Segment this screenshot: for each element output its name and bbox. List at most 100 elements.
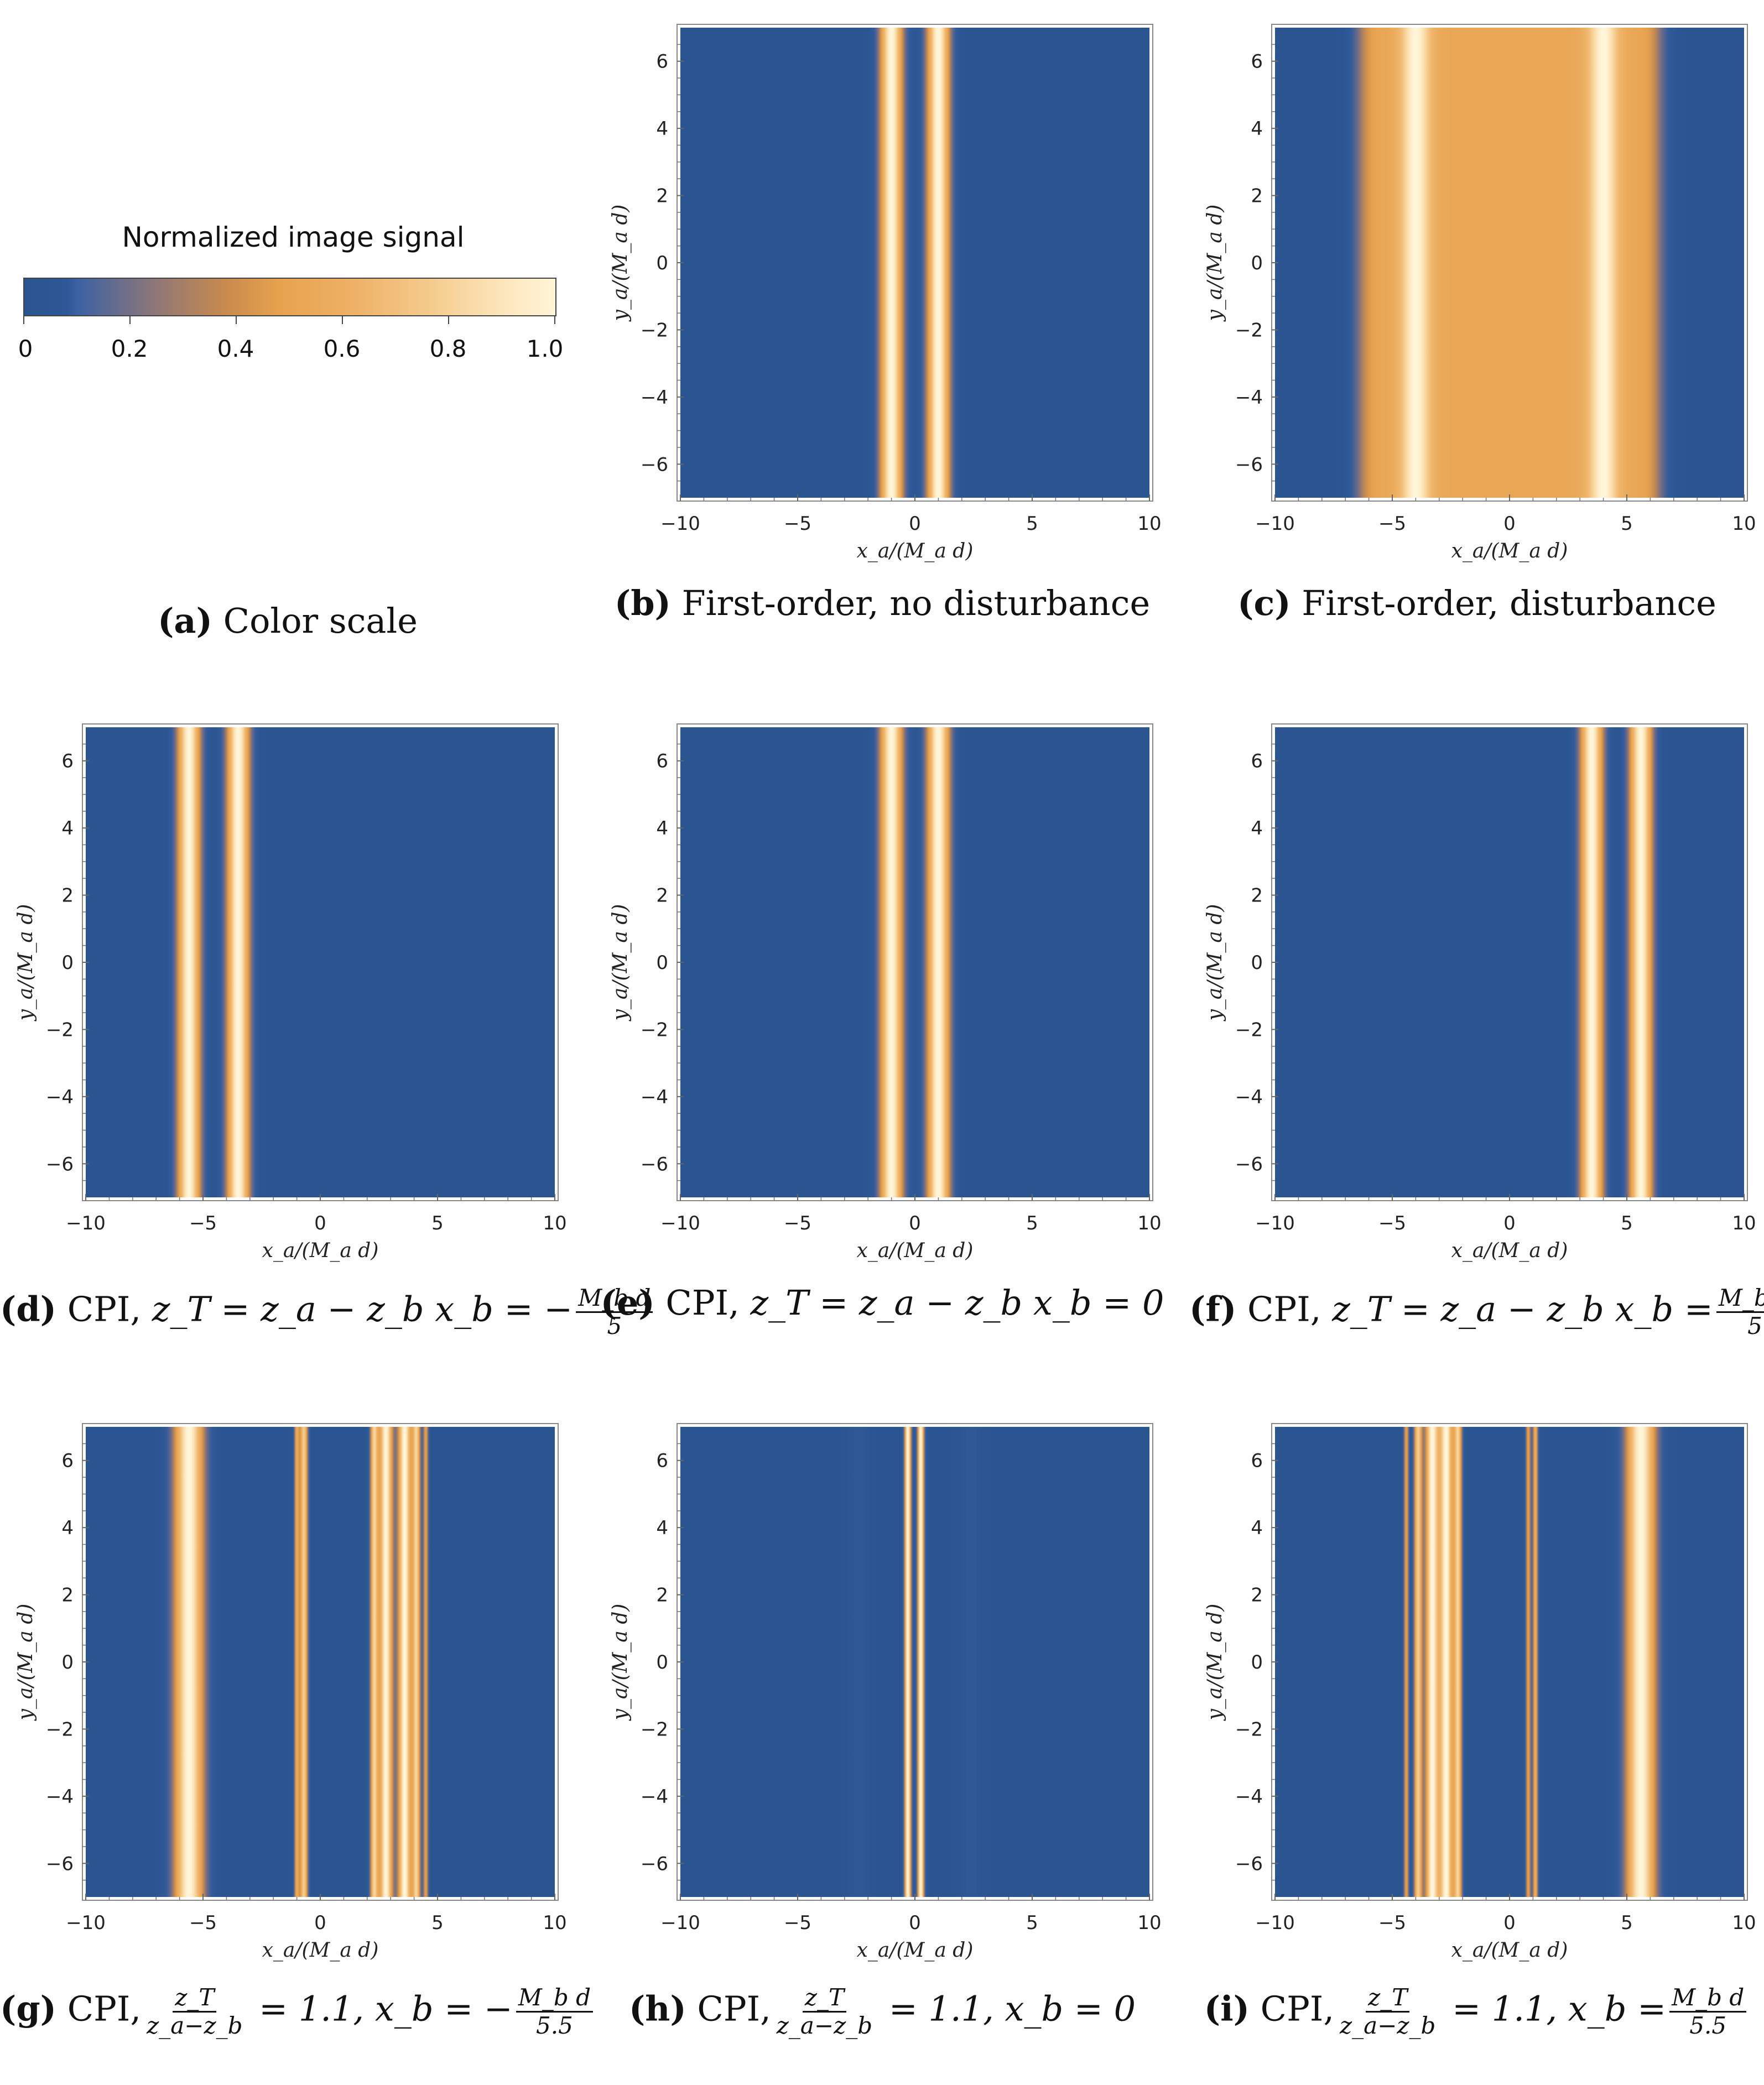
y-tick-label: −2 xyxy=(46,1019,74,1041)
caption-fraction: M_b d 5.5 xyxy=(1669,1985,1747,2040)
y-tick-label: 6 xyxy=(1251,750,1263,773)
y-tick-label: −2 xyxy=(1235,1718,1263,1740)
x-tick-label: 5 xyxy=(1026,1912,1038,1934)
y-tick-label: 2 xyxy=(1251,1584,1263,1607)
x-axis-label: x_a/(M_a d) xyxy=(1451,1239,1568,1262)
y-tick-label: 6 xyxy=(1251,51,1263,73)
caption-f: (f) CPI, z_T = z_a − z_b x_b =M_b d5 xyxy=(1189,1285,1764,1338)
x-axis-label: x_a/(M_a d) xyxy=(262,1239,379,1262)
x-tick-label: 0 xyxy=(1503,1212,1516,1234)
heatmap-field xyxy=(1275,28,1744,498)
fraction-denominator: 5.5 xyxy=(1689,2012,1727,2040)
x-tick-label: 0 xyxy=(1503,513,1516,535)
color-scale-tick-mark xyxy=(129,315,131,324)
y-tick-label: −2 xyxy=(1235,319,1263,341)
x-tick-label: 10 xyxy=(1137,1912,1161,1934)
fraction-numerator: M_b d xyxy=(1716,1285,1764,1313)
x-axis-label: x_a/(M_a d) xyxy=(857,540,974,562)
caption-caption-eq2: x_b = xyxy=(1557,1988,1667,2029)
caption-g: (g) CPI, z_T z_a−z_b = 1.1, x_b = − M_b d 5.… xyxy=(0,1985,593,2040)
x-tick-label: −10 xyxy=(1255,1912,1295,1934)
y-tick-label: −2 xyxy=(641,1718,668,1740)
x-tick-label: 5 xyxy=(431,1212,444,1234)
heatmap-field xyxy=(680,1427,1149,1897)
x-tick-label: −10 xyxy=(66,1212,106,1234)
heatmap-field xyxy=(680,727,1149,1197)
heatmap-panel-f: −10 −5 0 5 10 6 4 2 0 −2 −4 −6 x_a/(M_a d) y_a/(M_a d… xyxy=(1189,700,1764,1385)
y-tick-label: 6 xyxy=(656,750,668,773)
x-axis-label: x_a/(M_a d) xyxy=(1451,540,1568,562)
caption-fraction: M_b d 5.5 xyxy=(516,1985,593,2038)
heatmap-field xyxy=(1275,1427,1744,1897)
fraction-numerator: M_b d xyxy=(516,1985,593,2013)
y-tick-label: 4 xyxy=(61,1517,74,1539)
color-scale-title: Normalized image signal xyxy=(122,221,465,253)
heatmap-field xyxy=(680,28,1149,498)
x-tick-label: 5 xyxy=(1026,1212,1038,1234)
heatmap-svg: −10 −5 0 5 10 6 4 2 0 −2 −4 −6 x_a/(M_a d) y_a/(M_a d… xyxy=(14,1423,567,1962)
y-tick-label: 0 xyxy=(656,952,668,974)
color-scale-tick-mark xyxy=(23,315,24,324)
caption-caption-eq2: x_b = xyxy=(424,1289,533,1330)
caption-b: (b) First-order, no disturbance xyxy=(595,586,1170,621)
caption-tag: (b) xyxy=(614,583,671,623)
caption-tag: (c) xyxy=(1237,583,1291,623)
fraction-denominator: z_a−z_b xyxy=(147,2012,243,2040)
y-tick-label: 0 xyxy=(656,252,668,274)
caption-tag: (d) xyxy=(0,1289,57,1330)
y-tick-label: 2 xyxy=(656,885,668,907)
y-tick-label: 0 xyxy=(1251,952,1263,974)
color-scale-tick-label: 0.4 xyxy=(217,335,254,362)
heatmap-panel-h: −10 −5 0 5 10 6 4 2 0 −2 −4 −6 x_a/(M_a d) y_a/(M_a d… xyxy=(595,1399,1170,2085)
y-tick-label: −6 xyxy=(641,1853,668,1875)
y-tick-label: 4 xyxy=(656,817,668,840)
y-tick-label: 0 xyxy=(1251,252,1263,274)
x-tick-label: 10 xyxy=(1137,513,1161,535)
caption-caption-sign: − xyxy=(473,1988,513,2029)
x-tick-label: 0 xyxy=(909,1212,921,1234)
y-tick-label: −2 xyxy=(641,1019,668,1041)
y-axis-label: y_a/(M_a d) xyxy=(1204,1604,1226,1722)
x-tick-label: −5 xyxy=(1378,513,1406,535)
y-axis-label: y_a/(M_a d) xyxy=(14,904,37,1022)
x-tick-label: −10 xyxy=(1255,1212,1295,1234)
heatmap-field xyxy=(1275,727,1744,1197)
y-axis-label: y_a/(M_a d) xyxy=(609,904,632,1022)
y-tick-label: 6 xyxy=(656,1450,668,1472)
y-tick-label: −2 xyxy=(46,1718,74,1740)
y-tick-label: −6 xyxy=(46,1853,74,1875)
x-tick-label: −10 xyxy=(660,1212,700,1234)
caption-caption-prefix: CPI, xyxy=(686,1988,771,2029)
fraction-denominator: z_a−z_b xyxy=(1340,2012,1436,2040)
x-tick-label: 10 xyxy=(1732,513,1756,535)
x-tick-label: −5 xyxy=(1378,1212,1406,1234)
y-axis-label: y_a/(M_a d) xyxy=(609,1604,632,1722)
y-tick-label: 4 xyxy=(656,1517,668,1539)
x-tick-label: −5 xyxy=(784,513,811,535)
x-tick-label: 5 xyxy=(1621,1912,1633,1934)
caption-tag: (i) xyxy=(1204,1988,1250,2029)
color-scale-bar xyxy=(23,278,556,316)
caption-caption-prefix: CPI, xyxy=(654,1283,740,1323)
y-tick-label: −6 xyxy=(1235,454,1263,476)
color-scale-tick-label: 0.2 xyxy=(111,335,148,362)
y-tick-label: −4 xyxy=(1235,387,1263,409)
x-tick-label: 10 xyxy=(1137,1212,1161,1234)
caption-tag: (a) xyxy=(158,601,212,641)
y-tick-label: −4 xyxy=(641,387,668,409)
y-tick-label: 0 xyxy=(61,952,74,974)
fraction-numerator: z_T xyxy=(173,1985,217,2013)
caption-caption-eq1: = 1.1, xyxy=(1441,1988,1558,2029)
caption-caption-eq1: z_T = z_a − z_b xyxy=(739,1283,1023,1323)
x-tick-label: 10 xyxy=(1732,1912,1756,1934)
caption-caption-text: First-order, no disturbance xyxy=(670,583,1151,623)
x-tick-label: −10 xyxy=(660,513,700,535)
x-tick-label: 5 xyxy=(431,1912,444,1934)
x-axis-label: x_a/(M_a d) xyxy=(857,1239,974,1262)
y-tick-label: −4 xyxy=(46,1086,74,1108)
y-tick-label: −6 xyxy=(1235,1153,1263,1175)
caption-fraction: z_T z_a−z_b xyxy=(774,1985,875,2038)
heatmap-panel-b: −10 −5 0 5 10 6 4 2 0 −2 −4 −6 x_a/(M_a d) y_a/(M_a d… xyxy=(595,0,1170,686)
y-tick-label: 2 xyxy=(1251,185,1263,207)
x-tick-label: 10 xyxy=(1732,1212,1756,1234)
